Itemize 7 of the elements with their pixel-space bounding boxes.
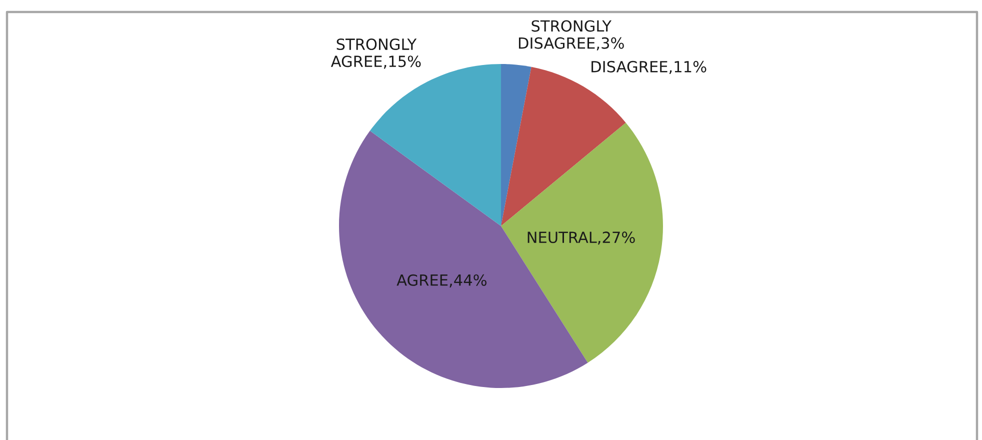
pie-slice bbox=[501, 122, 663, 363]
pie-slice bbox=[501, 64, 532, 226]
slice-label: STRONGLY DISAGREE,3% bbox=[518, 20, 624, 50]
slice-label: AGREE,44% bbox=[396, 274, 486, 288]
slice-label: STRONGLY AGREE,15% bbox=[330, 38, 421, 69]
slice-label: NEUTRAL,27% bbox=[528, 232, 635, 245]
slice-label: DISAGREE,11% bbox=[592, 60, 706, 74]
